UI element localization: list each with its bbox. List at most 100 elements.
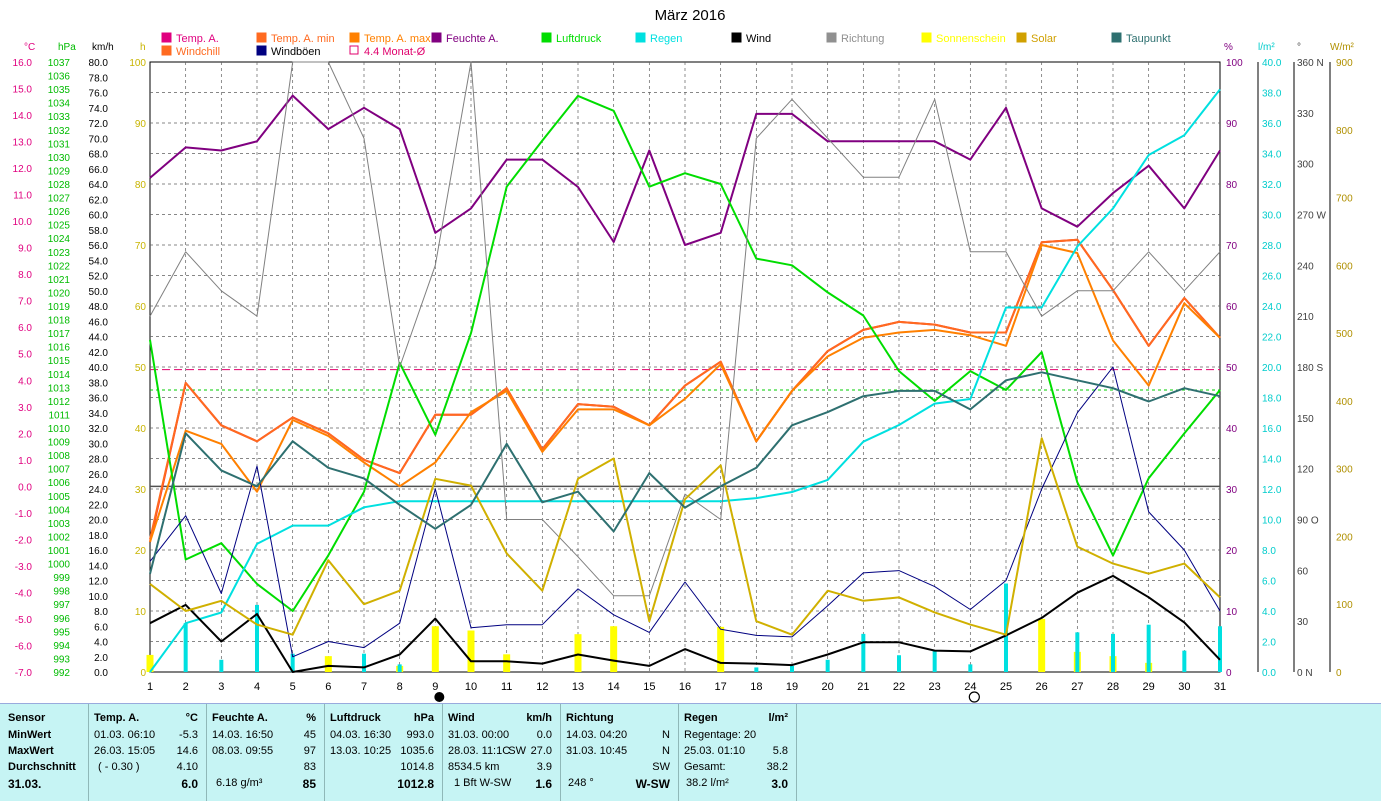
axis-tick-temp: 7.0 xyxy=(18,297,32,308)
wind-max-time: 28.03. 11:1C xyxy=(448,745,511,757)
axis-tick-temp: 5.0 xyxy=(18,350,32,361)
axis-tick-wind: 24.0 xyxy=(89,485,109,496)
press-min-value: 993.0 xyxy=(406,729,434,741)
axis-tick-wind: 58.0 xyxy=(89,226,109,237)
hum-today-value: 85 xyxy=(302,777,316,791)
bar xyxy=(1004,583,1008,672)
bar xyxy=(1111,633,1115,672)
axis-tick-solar: 700 xyxy=(1336,194,1353,205)
axis-wind: km/h 80.0 78.0 76.0 74.0 72.0 70.0 68.0 66.0 64.0… xyxy=(89,42,114,679)
axis-tick-temp: 15.0 xyxy=(13,85,33,96)
temp-avg-extra: ( - 0.30 ) xyxy=(98,761,140,773)
axis-tick-dir: 90 O xyxy=(1297,516,1319,527)
axis-tick-press: 1011 xyxy=(48,410,70,421)
axis-tick-dir: 120 xyxy=(1297,465,1314,476)
axis-tick-temp: -3.0 xyxy=(15,562,33,573)
legend-label: Richtung xyxy=(841,33,884,45)
bar xyxy=(1218,626,1222,672)
axis-tick-rain: 18.0 xyxy=(1262,394,1282,405)
x-tick-label: 22 xyxy=(893,681,905,693)
axis-tick-wind: 30.0 xyxy=(89,439,109,450)
legend-label: Temp. A. xyxy=(176,33,219,45)
axis-tick-temp: 11.0 xyxy=(13,191,32,202)
press-min-time: 04.03. 16:30 xyxy=(330,729,392,741)
rain-days: Regentage: 20 xyxy=(684,729,757,741)
x-tick-label: 26 xyxy=(1036,681,1048,693)
axis-tick-press: 1015 xyxy=(48,356,71,367)
axis-tick-hum: 70 xyxy=(1226,241,1238,252)
axis-tick-wind: 22.0 xyxy=(89,500,109,511)
axis-tick-wind: 4.0 xyxy=(94,638,108,649)
axis-tick-press: 1020 xyxy=(48,288,71,299)
axis-tick-press: 1005 xyxy=(48,492,71,503)
axis-tick-dir: 30 xyxy=(1297,617,1309,628)
axis-tick-dir: 210 xyxy=(1297,312,1314,323)
wind-avg-extra: 8534.5 km xyxy=(448,761,500,773)
axis-tick-dir: 240 xyxy=(1297,261,1314,272)
axis-unit-hum: % xyxy=(1224,42,1233,53)
axis-tick-temp: -6.0 xyxy=(15,641,33,652)
axis-tick-hum: 0 xyxy=(1226,668,1232,679)
temp-min-value: -5.3 xyxy=(179,729,198,741)
axis-tick-temp: -2.0 xyxy=(15,535,33,546)
axis-tick-wind: 26.0 xyxy=(89,470,109,481)
legend-label: Feuchte A. xyxy=(446,33,499,45)
stats-sensor-column: Sensor MinWert MaxWert Durchschnitt 31.0… xyxy=(0,704,89,801)
bar xyxy=(790,665,794,672)
series-line-tempamin xyxy=(149,238,1221,540)
legend-swatch xyxy=(431,32,442,43)
axis-tick-press: 1025 xyxy=(48,221,71,232)
stats-pressure-column: Luftdruck hPa 04.03. 16:30 993.0 13.03. … xyxy=(324,704,443,801)
axis-tick-rain: 34.0 xyxy=(1262,150,1282,161)
x-tick-label: 23 xyxy=(929,681,941,693)
axis-tick-press: 1008 xyxy=(48,451,71,462)
legend-swatch xyxy=(635,32,646,43)
axis-tick-sun: 90 xyxy=(135,119,147,130)
legend: Temp. A. Temp. A. min Temp. A. max Feuchte … xyxy=(161,32,1171,58)
axis-tick-sun: 60 xyxy=(135,302,147,313)
x-tick-label: 20 xyxy=(822,681,834,693)
press-title: Luftdruck xyxy=(330,712,381,724)
stats-humidity-column: Feuchte A. % 14.03. 16:50 45 08.03. 09:5… xyxy=(206,704,325,801)
axis-tick-press: 995 xyxy=(53,627,70,638)
axis-tick-dir: 60 xyxy=(1297,566,1309,577)
axis-rain: l/m² 40.0 38.0 36.0 34.0 32.0 30.0 28.0 26.0 24.0… xyxy=(1258,42,1282,679)
bar xyxy=(1182,650,1187,672)
wind-avg-value: 3.9 xyxy=(536,761,552,773)
x-tick-label: 13 xyxy=(572,681,584,693)
series-line-taupunkt xyxy=(149,371,1221,575)
temp-max-value: 14.6 xyxy=(176,745,198,757)
axis-dir: ° 360 N 330 300 270 W 240 210 180 S 150 120 90 O 60… xyxy=(1297,42,1326,679)
axis-tick-dir: 330 xyxy=(1297,109,1314,120)
axis-tick-sun: 0 xyxy=(140,668,146,679)
axis-tick-press: 1016 xyxy=(48,343,71,354)
series-line-luftdruck xyxy=(149,94,1221,612)
axis-tick-solar: 800 xyxy=(1336,126,1353,137)
axis-tick-press: 1017 xyxy=(48,329,71,340)
axis-tick-dir: 150 xyxy=(1297,414,1314,425)
axis-tick-wind: 68.0 xyxy=(89,150,109,161)
axis-tick-sun: 30 xyxy=(135,485,147,496)
axis-tick-temp: 9.0 xyxy=(18,244,32,255)
press-unit: hPa xyxy=(413,712,434,724)
bar xyxy=(183,623,188,672)
temp-max-time: 26.03. 15:05 xyxy=(94,745,156,757)
axis-tick-rain: 32.0 xyxy=(1262,180,1282,191)
x-tick-label: 28 xyxy=(1107,681,1119,693)
wind-title: Wind xyxy=(448,712,475,724)
axis-tick-wind: 48.0 xyxy=(89,302,109,313)
temp-title: Temp. A. xyxy=(94,712,140,724)
wind-max-direction: SW xyxy=(508,745,526,757)
legend-swatch xyxy=(1016,32,1027,43)
bar xyxy=(503,654,511,672)
axis-tick-wind: 64.0 xyxy=(89,180,109,191)
axis-tick-temp: 13.0 xyxy=(13,138,33,149)
axis-tick-wind: 36.0 xyxy=(89,394,109,405)
axis-tick-rain: 22.0 xyxy=(1262,333,1282,344)
axis-tick-press: 1012 xyxy=(48,397,71,408)
axis-tick-temp: -7.0 xyxy=(15,668,33,679)
axis-tick-wind: 50.0 xyxy=(89,287,109,298)
axis-tick-temp: -5.0 xyxy=(15,615,33,626)
x-tick-label: 17 xyxy=(715,681,727,693)
axis-unit-solar: W/m² xyxy=(1330,42,1355,53)
